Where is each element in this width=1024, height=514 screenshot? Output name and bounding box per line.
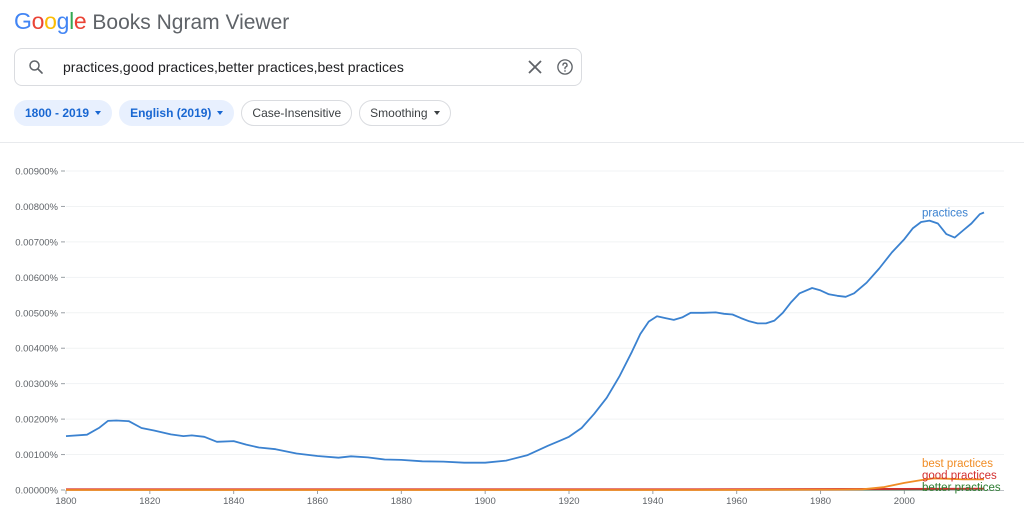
logo-letter: l (69, 8, 74, 34)
smoothing-label: Smoothing (370, 106, 428, 120)
series-line-practices (65, 211, 985, 464)
x-tick-label: 1920 (558, 496, 579, 507)
y-tick-label: 0.00200% (15, 415, 58, 426)
series-line-best-practices (66, 477, 984, 491)
ngram-chart: 0.00000% 0.00100% 0.00200% 0.00300% 0.00400%… (15, 167, 1004, 507)
search-icon (29, 60, 43, 74)
series-label: good practices (922, 470, 997, 482)
x-tick-label: 1980 (810, 496, 831, 507)
x-tick-label: 1900 (475, 496, 496, 507)
search-input[interactable] (61, 58, 505, 76)
google-logo[interactable]: Google (14, 8, 87, 35)
series-label: practices (922, 207, 968, 219)
x-tick-label: 1820 (139, 496, 160, 507)
logo-letter: G (14, 8, 32, 34)
series-label: better practices (922, 482, 1001, 494)
x-tick-label: 1800 (55, 496, 76, 507)
help-icon[interactable] (556, 58, 574, 76)
app-header: Google Books Ngram Viewer (14, 8, 289, 38)
y-tick-label: 0.00100% (15, 450, 58, 461)
logo-letter: e (73, 8, 87, 34)
case-label: Case-Insensitive (252, 106, 342, 120)
y-tick-label: 0.00300% (15, 379, 58, 390)
x-tick-label: 1880 (391, 496, 412, 507)
smoothing-dropdown[interactable]: Smoothing (359, 100, 451, 126)
series-label: best practices (922, 458, 993, 470)
logo-letter: g (56, 8, 70, 34)
divider (0, 142, 1024, 143)
y-tick-label: 0.00500% (15, 308, 58, 319)
filter-bar: 1800 - 2019 English (2019) Case-Insensit… (14, 100, 451, 126)
logo-letter: o (31, 8, 45, 34)
x-tick-label: 1840 (223, 496, 244, 507)
chevron-down-icon (217, 111, 224, 115)
corpus-dropdown[interactable]: English (2019) (119, 100, 235, 126)
x-tick-label: 1940 (642, 496, 663, 507)
search-bar[interactable] (14, 48, 582, 86)
x-tick-label: 2000 (894, 496, 915, 507)
case-insensitive-toggle[interactable]: Case-Insensitive (241, 100, 353, 126)
x-tick-label: 1960 (726, 496, 747, 507)
logo-letter: o (44, 8, 57, 34)
year-range-dropdown[interactable]: 1800 - 2019 (14, 100, 113, 126)
y-tick-label: 0.00800% (15, 202, 58, 213)
y-tick-label: 0.00000% (15, 486, 58, 497)
corpus-label: English (2019) (130, 106, 212, 120)
y-tick-label: 0.00400% (15, 344, 58, 355)
y-tick-label: 0.00600% (15, 273, 58, 284)
clear-icon[interactable] (527, 59, 543, 75)
year-range-label: 1800 - 2019 (25, 106, 90, 120)
y-tick-label: 0.00900% (15, 167, 58, 178)
product-title: Books Ngram Viewer (92, 11, 290, 34)
x-tick-label: 1860 (307, 496, 328, 507)
chevron-down-icon (433, 111, 440, 115)
chevron-down-icon (95, 111, 102, 115)
y-tick-label: 0.00700% (15, 237, 58, 248)
